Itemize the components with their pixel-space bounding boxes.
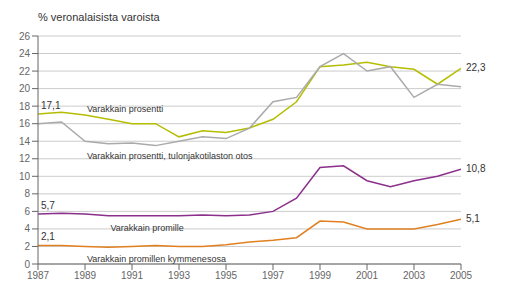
svg-text:17,1: 17,1: [41, 100, 61, 111]
svg-text:Varakkain prosentti, tulonjako: Varakkain prosentti, tulonjakotilaston o…: [87, 151, 253, 161]
svg-text:1989: 1989: [74, 270, 97, 281]
svg-text:Varakkain promillen kymmenesos: Varakkain promillen kymmenesosa: [87, 254, 226, 264]
svg-text:2001: 2001: [356, 270, 379, 281]
svg-text:1993: 1993: [168, 270, 191, 281]
svg-text:0: 0: [24, 259, 30, 270]
svg-text:1991: 1991: [121, 270, 144, 281]
svg-text:4: 4: [24, 223, 30, 234]
svg-text:14: 14: [19, 136, 31, 147]
svg-text:Varakkain promille: Varakkain promille: [111, 223, 184, 233]
svg-text:1995: 1995: [215, 270, 238, 281]
svg-text:22,3: 22,3: [466, 62, 486, 73]
svg-text:10,8: 10,8: [466, 163, 486, 174]
svg-text:18: 18: [19, 101, 31, 112]
svg-text:1997: 1997: [262, 270, 285, 281]
svg-text:2003: 2003: [403, 270, 426, 281]
svg-text:10: 10: [19, 171, 31, 182]
svg-text:5,1: 5,1: [466, 213, 480, 224]
svg-text:1999: 1999: [309, 270, 332, 281]
svg-text:24: 24: [19, 48, 31, 59]
svg-text:16: 16: [19, 118, 31, 129]
svg-text:8: 8: [24, 188, 30, 199]
svg-text:2: 2: [24, 241, 30, 252]
svg-text:6: 6: [24, 206, 30, 217]
svg-text:1987: 1987: [27, 270, 50, 281]
svg-text:26: 26: [19, 31, 31, 42]
svg-text:Varakkain prosentti: Varakkain prosentti: [87, 104, 163, 114]
html-text:% veronalaisista varoista: % veronalaisista varoista: [38, 11, 160, 23]
svg-text:5,7: 5,7: [41, 200, 55, 211]
svg-text:2005: 2005: [450, 270, 473, 281]
svg-text:12: 12: [19, 153, 31, 164]
svg-text:2,1: 2,1: [41, 231, 55, 242]
svg-text:20: 20: [19, 83, 31, 94]
svg-text:22: 22: [19, 66, 31, 77]
